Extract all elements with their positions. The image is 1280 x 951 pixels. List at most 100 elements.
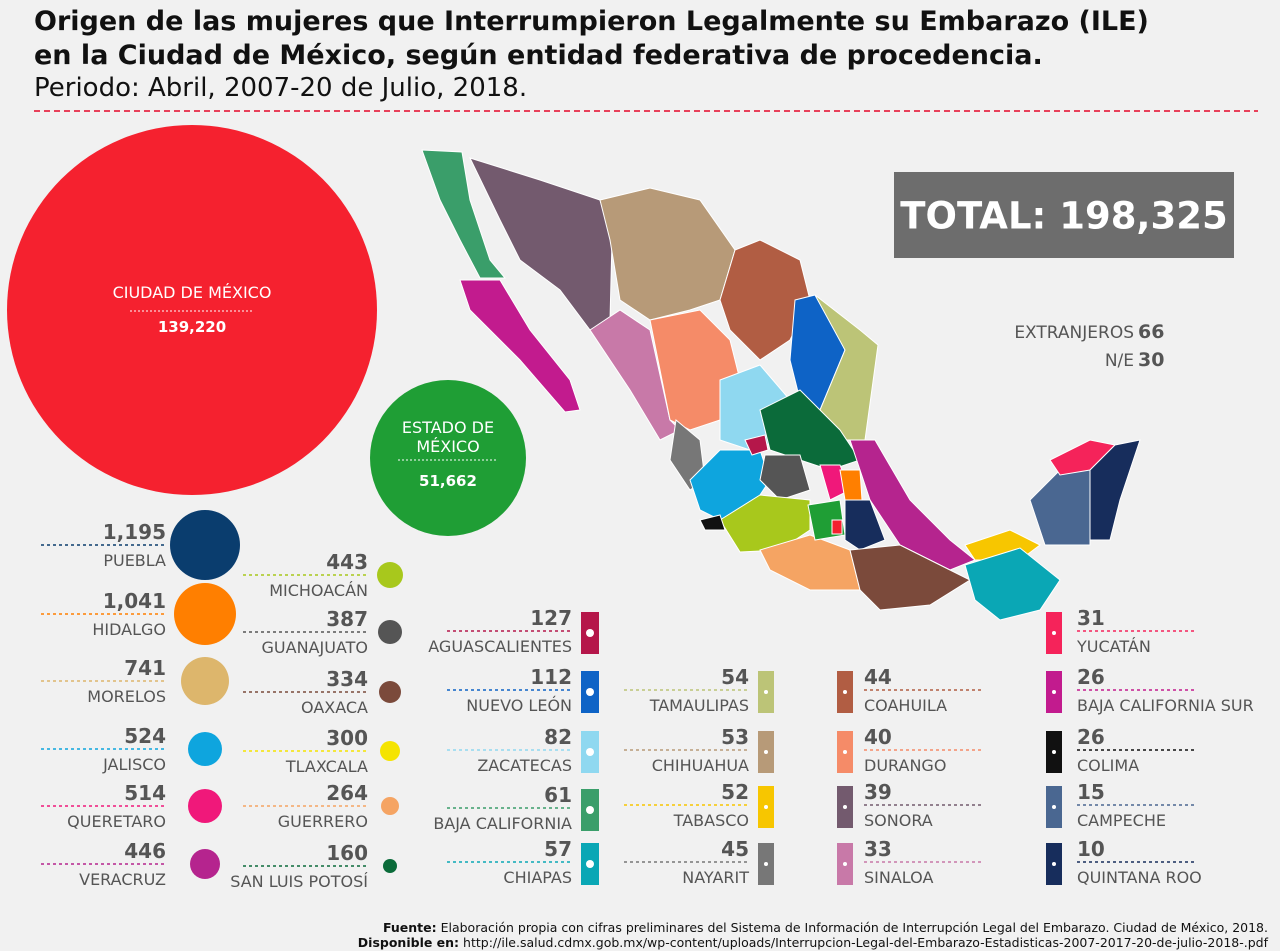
state-name: TLAXCALA: [285, 757, 368, 776]
url-label: Disponible en:: [357, 935, 460, 950]
title: en la Ciudad de México, según entidad fe…: [34, 40, 1043, 71]
total: TOTAL: 198,325: [900, 195, 1227, 238]
state-name: HIDALGO: [92, 620, 166, 639]
marker-dot: [764, 750, 768, 754]
state-value: 1,195: [103, 520, 166, 544]
footer: Fuente: Elaboración propia con cifras pr…: [358, 920, 1268, 950]
state-name: MICHOACÁN: [269, 581, 368, 600]
marker-dot: [586, 748, 594, 756]
bubble: [181, 657, 229, 705]
state-value: 300: [326, 726, 368, 750]
title: Origen de las mujeres que Interrumpieron…: [34, 6, 1149, 37]
state-name: CHIAPAS: [503, 868, 572, 887]
state-value: 741: [124, 656, 166, 680]
bubble: [383, 859, 397, 873]
marker-dot: [586, 806, 594, 814]
state-name: DURANGO: [864, 756, 946, 775]
total-box: [894, 172, 1234, 258]
bubble: [188, 732, 222, 766]
marker-dot: [843, 805, 847, 809]
state-value: 524: [124, 724, 166, 748]
marker-dot: [764, 862, 768, 866]
state-value: 40: [864, 725, 892, 749]
state-value: 39: [864, 780, 892, 804]
state-name: COLIMA: [1077, 756, 1139, 775]
state-value: 264: [326, 781, 368, 805]
bubble: [170, 510, 240, 580]
state-name: QUERETARO: [67, 812, 166, 831]
state-name: BAJA CALIFORNIA: [433, 814, 572, 833]
state-value: 443: [326, 550, 368, 574]
state-name: AGUASCALIENTES: [428, 637, 572, 656]
state-name: ESTADO DE MÉXICO: [401, 418, 495, 456]
state-value: 160: [326, 841, 368, 865]
state-name: SAN LUIS POTOSÍ: [230, 872, 368, 891]
marker-dot: [1052, 750, 1056, 754]
state-value: 52: [721, 780, 749, 804]
state-name: BAJA CALIFORNIA SUR: [1077, 696, 1254, 715]
extra-value: 66: [1138, 321, 1164, 343]
marker-dot: [1052, 805, 1056, 809]
state-name: CHIHUAHUA: [652, 756, 749, 775]
state-name: SINALOA: [864, 868, 933, 887]
state-value: 514: [124, 781, 166, 805]
state-value: 26: [1077, 725, 1105, 749]
state-value: 44: [864, 665, 892, 689]
marker-dot: [764, 690, 768, 694]
state-name: JALISCO: [102, 755, 166, 774]
bubble: [174, 583, 236, 645]
url: http://ile.salud.cdmx.gob.mx/wp-content/…: [463, 935, 1268, 950]
marker-dot: [586, 629, 594, 637]
extra-name: EXTRANJEROS: [1014, 323, 1134, 343]
state-name: SONORA: [864, 811, 933, 830]
state-value: 54: [721, 665, 749, 689]
marker-dot: [843, 862, 847, 866]
state-name: COAHUILA: [864, 696, 947, 715]
state-name: TAMAULIPAS: [649, 696, 749, 715]
bubble: [380, 741, 400, 761]
state-value: 112: [530, 665, 572, 689]
state-name: MORELOS: [87, 687, 166, 706]
state-value: 53: [721, 725, 749, 749]
marker-dot: [586, 860, 594, 868]
state-value: 51,662: [419, 472, 477, 490]
extra-value: 30: [1138, 349, 1164, 371]
bubble: [188, 789, 222, 823]
bubble: [379, 681, 401, 703]
source: Elaboración propia con cifras preliminar…: [440, 920, 1268, 935]
state-name: CIUDAD DE MÉXICO: [113, 283, 272, 302]
bubble: [378, 620, 402, 644]
state-name: VERACRUZ: [79, 870, 166, 889]
state-name: CAMPECHE: [1077, 811, 1166, 830]
extra-name: N/E: [1105, 351, 1134, 371]
bubble: [7, 125, 377, 495]
state-name: NAYARIT: [682, 868, 749, 887]
state-value: 33: [864, 837, 892, 861]
bubble: [370, 380, 526, 536]
state-value: 31: [1077, 606, 1105, 630]
state-name: ZACATECAS: [477, 756, 572, 775]
state-value: 139,220: [158, 318, 226, 336]
state-value: 446: [124, 839, 166, 863]
subtitle: Periodo: Abril, 2007-20 de Julio, 2018.: [34, 73, 528, 103]
state-name: TABASCO: [673, 811, 749, 830]
state-value: 10: [1077, 837, 1105, 861]
state-name: GUANAJUATO: [262, 638, 368, 657]
marker-dot: [843, 690, 847, 694]
state-value: 387: [326, 607, 368, 631]
state-value: 15: [1077, 780, 1105, 804]
state-value: 334: [326, 667, 368, 691]
marker-dot: [1052, 690, 1056, 694]
state-value: 82: [544, 725, 572, 749]
marker-dot: [764, 805, 768, 809]
marker-dot: [843, 750, 847, 754]
state-name: QUINTANA ROO: [1077, 868, 1202, 887]
map: [421, 149, 1141, 621]
marker-dot: [586, 688, 594, 696]
state-name: YUCATÁN: [1076, 637, 1151, 656]
source-label: Fuente:: [382, 920, 437, 935]
bubble: [381, 797, 399, 815]
state-value: 1,041: [103, 589, 166, 613]
